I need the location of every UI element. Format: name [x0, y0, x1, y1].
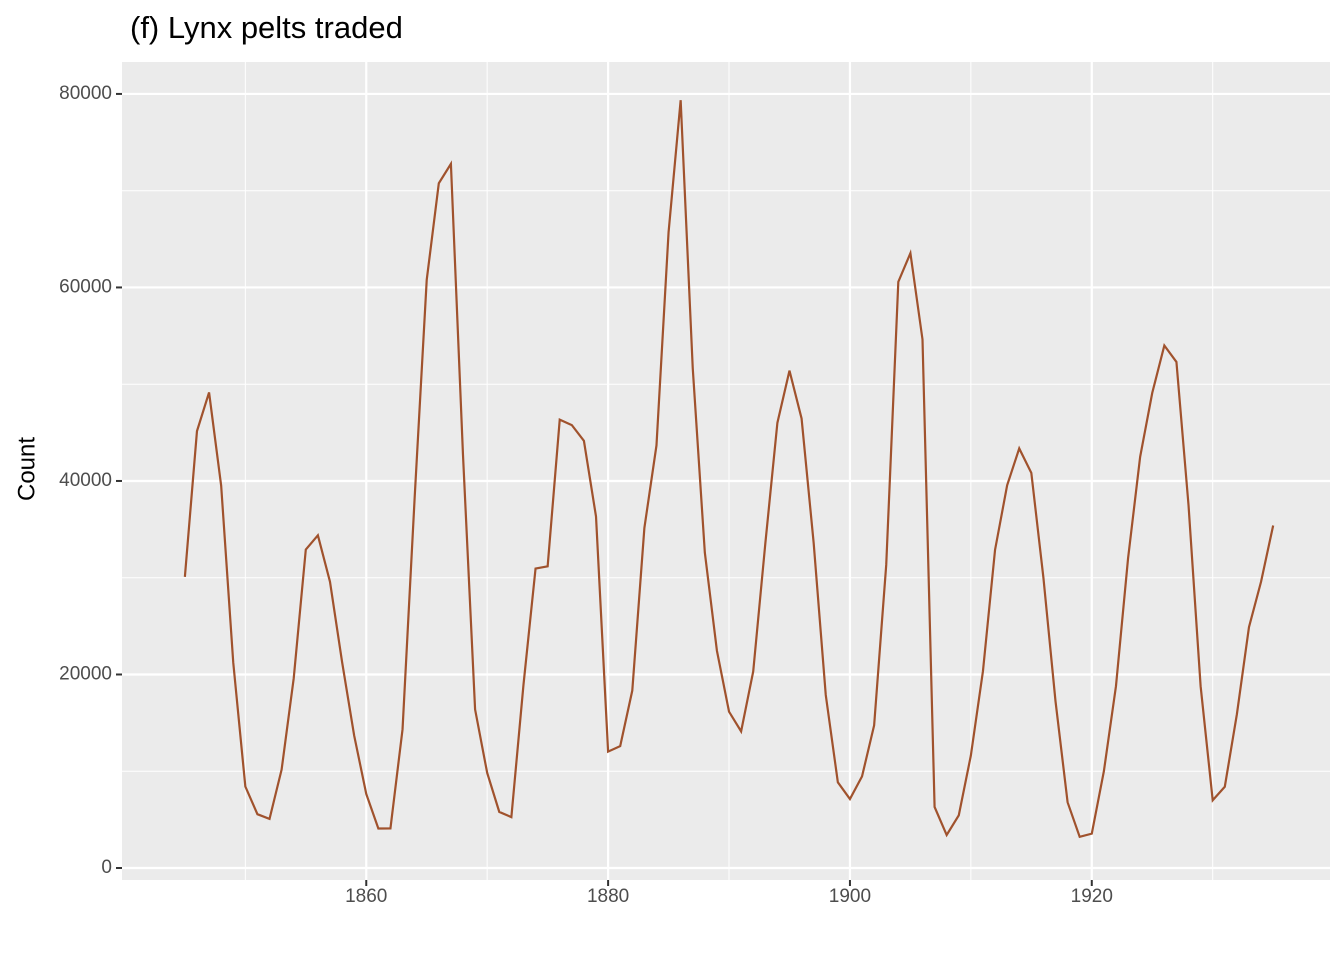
x-tick-label: 1900 [829, 886, 871, 907]
y-axis-label: Count [13, 437, 40, 501]
y-tick-label: 0 [101, 857, 112, 878]
x-tick-label: 1880 [587, 886, 629, 907]
x-tick-label: 1860 [345, 886, 387, 907]
y-tick-label: 80000 [59, 83, 112, 104]
chart-title: (f) Lynx pelts traded [130, 10, 403, 45]
x-tick-label: 1920 [1071, 886, 1113, 907]
y-tick-label: 40000 [59, 470, 112, 491]
y-tick-label: 20000 [59, 663, 112, 684]
y-tick-label: 60000 [59, 276, 112, 297]
line [183, 100, 1275, 839]
panel [122, 62, 1330, 880]
